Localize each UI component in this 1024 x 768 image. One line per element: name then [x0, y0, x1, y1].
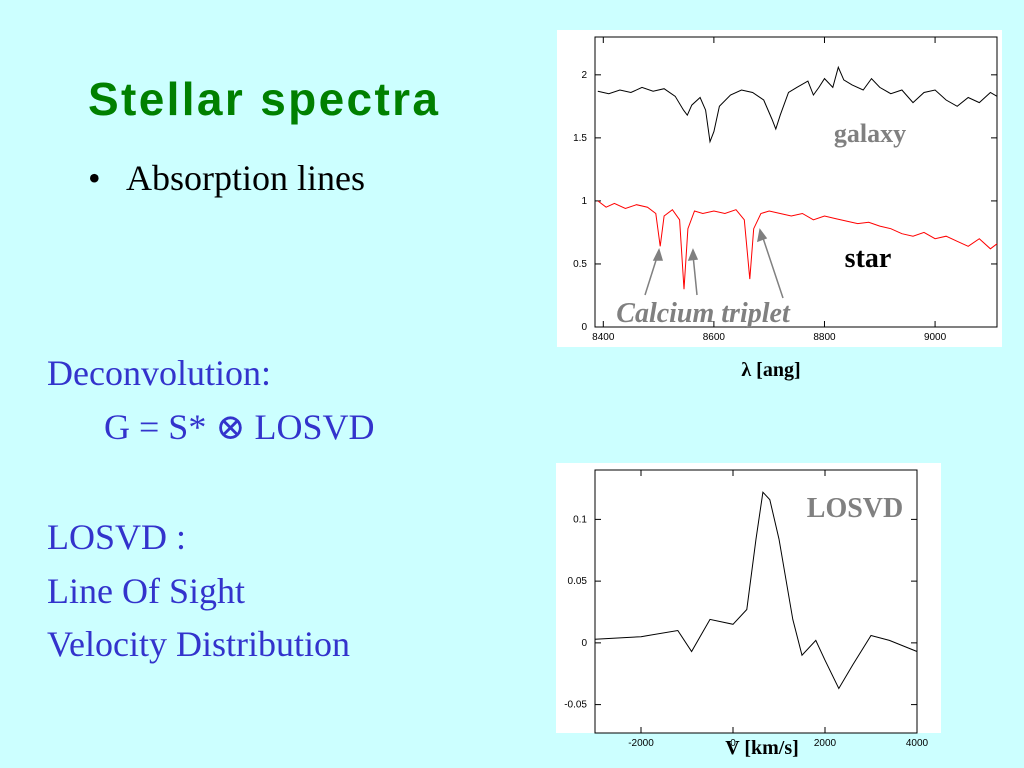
- plot-frame: [594, 36, 998, 328]
- x-axis-label: λ [ang]: [741, 359, 800, 381]
- series-label: LOSVD: [807, 493, 903, 524]
- y-tick-label: 0: [581, 322, 587, 333]
- x-tick-label: -2000: [628, 738, 654, 749]
- x-tick-label: 8600: [703, 332, 726, 343]
- y-tick-label: 0: [581, 638, 587, 649]
- y-tick-label: 0.1: [573, 514, 587, 525]
- series-line: [597, 200, 998, 290]
- series-line: [594, 491, 918, 690]
- y-tick-label: 2: [581, 70, 587, 81]
- series-label: star: [845, 243, 892, 274]
- x-tick-label: 9000: [924, 332, 947, 343]
- y-tick-label: -0.05: [564, 700, 587, 711]
- x-tick-label: 0: [730, 738, 736, 749]
- bullet: Absorption lines: [126, 158, 365, 198]
- arrows: [644, 228, 784, 299]
- text-line: LOSVD :: [47, 517, 186, 557]
- text-line: Velocity Distribution: [47, 624, 350, 664]
- slide-title: Stellar spectra: [88, 73, 438, 125]
- y-tick-label: 0.5: [573, 259, 587, 270]
- y-tick-label: 0.05: [568, 576, 588, 587]
- x-axis-label: V [km/s]: [725, 737, 799, 759]
- chart-panel: [557, 30, 1002, 347]
- bullet-dot: •: [88, 158, 101, 198]
- x-tick-label: 4000: [906, 738, 929, 749]
- y-tick-label: 1: [581, 196, 587, 207]
- text-line: Line Of Sight: [47, 571, 245, 611]
- annotation: Calcium triplet: [616, 298, 791, 329]
- x-tick-label: 8800: [813, 332, 836, 343]
- series-line: [597, 65, 998, 144]
- text-line: Deconvolution:: [47, 353, 271, 393]
- text-line: G = S* ⊗ LOSVD: [104, 407, 375, 447]
- series-label: galaxy: [834, 119, 906, 148]
- x-tick-label: 2000: [814, 738, 837, 749]
- x-tick-label: 8400: [592, 332, 615, 343]
- plot-frame: [594, 469, 918, 734]
- y-tick-label: 1.5: [573, 133, 587, 144]
